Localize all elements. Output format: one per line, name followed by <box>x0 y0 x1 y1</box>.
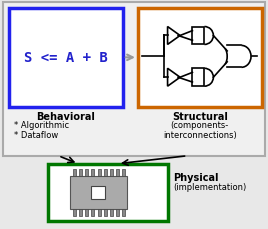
FancyBboxPatch shape <box>49 164 168 221</box>
Bar <box>104 169 107 176</box>
Bar <box>91 169 94 176</box>
FancyBboxPatch shape <box>138 9 262 108</box>
Bar <box>91 210 94 216</box>
Bar <box>122 210 125 216</box>
Bar <box>79 210 82 216</box>
Text: Structural: Structural <box>172 112 228 122</box>
Text: S <= A + B: S <= A + B <box>24 51 108 65</box>
Bar <box>192 69 204 87</box>
Bar <box>116 210 119 216</box>
Bar <box>85 169 88 176</box>
Bar <box>122 169 125 176</box>
Bar <box>110 169 113 176</box>
Bar <box>79 169 82 176</box>
Bar <box>110 210 113 216</box>
Text: (implementation): (implementation) <box>174 182 247 191</box>
Bar <box>73 169 76 176</box>
Bar <box>70 176 127 210</box>
Bar <box>98 210 100 216</box>
Text: Behavioral: Behavioral <box>36 112 95 122</box>
Bar <box>116 169 119 176</box>
Bar <box>98 169 100 176</box>
Text: (components-
interconnections): (components- interconnections) <box>163 120 237 140</box>
Text: * Algorithmic
* Dataflow: * Algorithmic * Dataflow <box>14 120 69 140</box>
Bar <box>85 210 88 216</box>
Bar <box>104 210 107 216</box>
Bar <box>73 210 76 216</box>
FancyBboxPatch shape <box>9 9 123 108</box>
Bar <box>192 27 204 45</box>
FancyBboxPatch shape <box>3 3 265 156</box>
Bar <box>91 186 105 200</box>
Text: Physical: Physical <box>174 172 219 182</box>
